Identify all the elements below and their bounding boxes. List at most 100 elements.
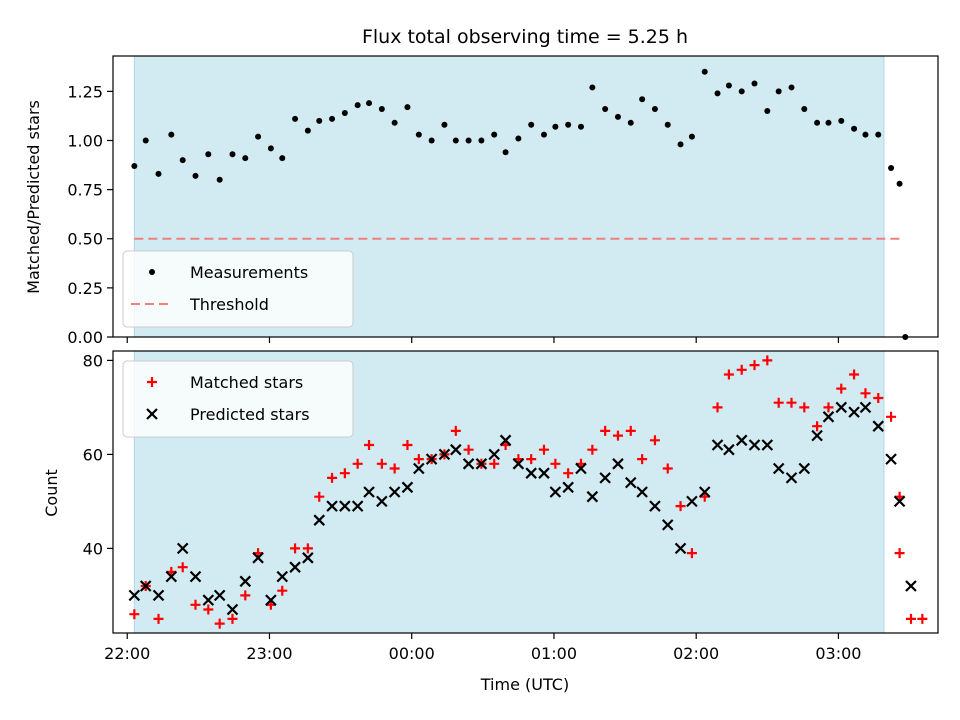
matched-stars-point bbox=[649, 435, 660, 446]
predicted-stars-point bbox=[893, 495, 906, 508]
predicted-stars-point bbox=[872, 420, 885, 432]
matched-stars-point bbox=[339, 468, 350, 479]
measurements-point bbox=[714, 90, 721, 97]
measurements-point bbox=[515, 135, 522, 142]
predicted-stars-point bbox=[326, 500, 338, 512]
bottom-panel: 40 60 80 22:00 23:00 00:00 01:00 02:00 03:00 Matc… bbox=[83, 350, 939, 663]
measurements-point bbox=[304, 127, 311, 134]
matched-stars-point bbox=[327, 472, 338, 483]
predicted-stars-point bbox=[711, 439, 724, 451]
predicted-stars-point bbox=[848, 406, 860, 418]
measurements-point bbox=[242, 155, 249, 162]
predicted-stars-point bbox=[835, 401, 848, 414]
measurements-point bbox=[465, 137, 472, 144]
measurements-point bbox=[651, 106, 658, 113]
y-tick-label: 0.50 bbox=[67, 230, 103, 249]
matched-stars-point bbox=[413, 454, 424, 465]
predicted-stars-point bbox=[822, 411, 835, 423]
measurements-point bbox=[738, 88, 745, 95]
chart-title: Flux total observing time = 5.25 h bbox=[362, 26, 688, 48]
matched-stars-point bbox=[129, 609, 140, 620]
predicted-stars-point bbox=[438, 448, 451, 461]
predicted-stars-point bbox=[450, 443, 462, 456]
measurements-point bbox=[814, 119, 821, 126]
predicted-stars-point bbox=[462, 458, 475, 470]
matched-stars-point bbox=[749, 360, 760, 371]
matched-stars-point bbox=[389, 463, 400, 474]
predicted-stars-point bbox=[549, 486, 562, 498]
plot-area bbox=[128, 351, 906, 633]
matched-stars-point bbox=[686, 548, 697, 559]
measurements-point bbox=[316, 117, 323, 124]
matched-stars-point bbox=[823, 402, 834, 413]
predicted-stars-point bbox=[562, 481, 574, 494]
matched-stars-point bbox=[712, 402, 723, 413]
measurements-point bbox=[428, 137, 435, 144]
legend: Measurements Threshold bbox=[122, 250, 354, 328]
measurements-point bbox=[764, 108, 771, 115]
measurements-point bbox=[589, 84, 596, 91]
measurements-point bbox=[888, 165, 895, 172]
matched-stars-point bbox=[290, 543, 301, 554]
predicted-stars-point bbox=[176, 542, 189, 555]
x-tick-label: 23:00 bbox=[246, 644, 292, 663]
measurements-point bbox=[862, 131, 869, 138]
predicted-stars-point bbox=[189, 570, 202, 583]
matched-stars-point bbox=[773, 397, 784, 408]
predicted-stars-point bbox=[276, 570, 289, 583]
predicted-stars-point bbox=[661, 519, 674, 531]
measurements-point bbox=[725, 82, 732, 89]
matched-stars-legend-label: Matched stars bbox=[190, 373, 303, 392]
measurements-point bbox=[267, 145, 274, 152]
measurements-point bbox=[478, 137, 485, 144]
measurements-point bbox=[565, 121, 572, 128]
measurements-point bbox=[391, 119, 398, 126]
legend-box bbox=[122, 250, 354, 328]
measurements-point bbox=[602, 106, 609, 113]
predicted-stars-point bbox=[636, 486, 648, 498]
predicted-stars-point bbox=[302, 552, 314, 564]
measurements-point bbox=[614, 113, 621, 120]
predicted-stars-point bbox=[772, 462, 785, 475]
measurements-point bbox=[701, 68, 708, 75]
matched-stars-point bbox=[675, 501, 686, 512]
measurements-legend-swatch bbox=[149, 269, 155, 275]
top-panel: 0.00 0.25 0.50 0.75 1.00 1.25 Measurements Thre… bbox=[67, 55, 939, 347]
measurements-legend-label: Measurements bbox=[190, 263, 308, 282]
measurements-point bbox=[751, 80, 758, 87]
legend: Matched stars Predicted stars bbox=[122, 360, 354, 438]
x-tick-label: 00:00 bbox=[389, 644, 435, 663]
measurements-point bbox=[279, 155, 286, 162]
matched-stars-point bbox=[277, 585, 288, 596]
matched-stars-point bbox=[662, 463, 673, 474]
matched-stars-point bbox=[214, 618, 225, 629]
measurements-point bbox=[329, 115, 336, 122]
measurements-point bbox=[142, 137, 149, 144]
y-tick-label: 40 bbox=[83, 539, 103, 558]
y-axis-label-count: Count bbox=[42, 469, 61, 517]
predicted-stars-point bbox=[512, 458, 525, 470]
measurements-point bbox=[404, 104, 411, 111]
predicted-stars-point bbox=[905, 580, 917, 592]
matched-stars-point bbox=[190, 599, 201, 610]
predicted-stars-point bbox=[289, 561, 301, 573]
matched-stars-point bbox=[873, 393, 884, 403]
measurements-point bbox=[354, 102, 361, 109]
predicted-stars-point bbox=[698, 486, 711, 498]
predicted-stars-point bbox=[213, 589, 226, 602]
measurements-point bbox=[366, 100, 373, 107]
matched-stars-point bbox=[736, 364, 747, 375]
matched-stars-point bbox=[526, 454, 537, 465]
predicted-stars-point bbox=[475, 458, 488, 470]
measurements-point bbox=[688, 133, 695, 140]
matched-stars-point bbox=[860, 388, 871, 399]
matched-stars-point bbox=[812, 421, 823, 432]
matched-stars-point bbox=[402, 440, 413, 450]
measurements-point bbox=[664, 121, 671, 128]
measurements-point bbox=[801, 106, 808, 113]
predicted-stars-point bbox=[525, 467, 537, 479]
predicted-stars-point bbox=[761, 439, 774, 451]
matched-stars-point bbox=[836, 383, 847, 394]
predicted-stars-point bbox=[488, 448, 500, 461]
